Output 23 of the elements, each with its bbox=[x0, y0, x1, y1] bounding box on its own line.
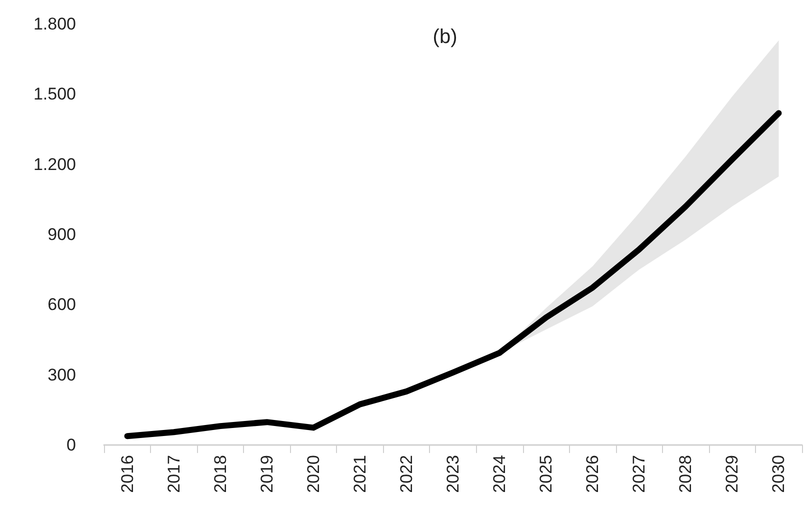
x-tick-label: 2017 bbox=[164, 455, 184, 493]
x-tick-label: 2019 bbox=[257, 455, 276, 493]
x-tick-label: 2020 bbox=[304, 455, 323, 493]
x-tick-label: 2018 bbox=[210, 455, 230, 493]
x-tick-label: 2025 bbox=[536, 455, 556, 493]
x-tick-label: 2029 bbox=[722, 455, 742, 493]
x-tick-label: 2027 bbox=[630, 455, 649, 493]
x-tick-label: 2021 bbox=[350, 455, 370, 493]
x-tick-label: 2024 bbox=[490, 455, 510, 493]
x-tick-label: 2016 bbox=[118, 455, 137, 493]
y-tick-label: 1.800 bbox=[33, 14, 76, 34]
x-tick-label: 2028 bbox=[676, 455, 696, 493]
chart-title: (b) bbox=[432, 26, 458, 48]
y-tick-label: 900 bbox=[48, 225, 76, 244]
y-tick-label: 600 bbox=[48, 295, 76, 314]
x-tick-label: 2023 bbox=[444, 455, 462, 493]
y-tick-label: 0 bbox=[66, 436, 76, 454]
y-tick-label: 1.200 bbox=[33, 154, 76, 174]
x-tick-label: 2030 bbox=[769, 455, 788, 493]
y-tick-label: 300 bbox=[48, 365, 76, 384]
x-tick-label: 2022 bbox=[396, 455, 416, 493]
x-tick-label: 2026 bbox=[583, 455, 602, 493]
y-tick-label: 1.500 bbox=[33, 84, 76, 104]
